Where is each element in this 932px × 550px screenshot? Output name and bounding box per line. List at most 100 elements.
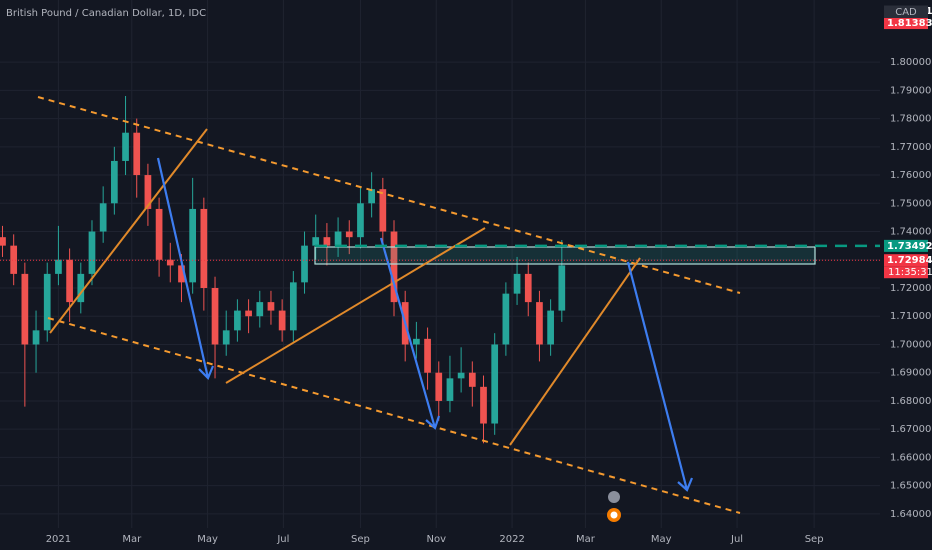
candle-body	[166, 259, 174, 266]
candle-body	[278, 310, 286, 331]
y-tick-label: 1.74000	[890, 227, 931, 238]
candle-body	[558, 265, 566, 311]
candle-body	[189, 208, 197, 283]
x-tick-label: 2021	[46, 534, 71, 545]
candle-body	[368, 189, 375, 204]
candle-body	[446, 378, 454, 401]
candle-body	[133, 132, 141, 176]
candle-body	[211, 288, 219, 345]
event-icon[interactable]	[608, 491, 620, 503]
trend-line	[225, 227, 486, 384]
candle-body	[55, 259, 62, 274]
candle-body	[66, 259, 73, 303]
event-icon-dot	[610, 511, 618, 519]
x-tick-label: May	[197, 534, 218, 545]
candle-body	[234, 310, 241, 331]
candle-body	[110, 160, 118, 204]
candle-body	[200, 208, 208, 288]
y-tick-label: 1.80000	[890, 57, 931, 68]
x-tick-label: Nov	[427, 534, 447, 545]
price-label-box	[884, 239, 928, 252]
price-label: 1.73492	[887, 241, 932, 252]
candle-body	[524, 273, 532, 303]
candle-body	[457, 372, 465, 379]
x-tick-label: Mar	[122, 534, 142, 545]
candle-body	[245, 310, 252, 317]
arrow	[626, 261, 694, 492]
candle-body	[345, 231, 353, 238]
candle-body	[323, 237, 331, 246]
x-tick-label: Mar	[576, 534, 596, 545]
candle-body	[390, 231, 398, 303]
price-label-box	[884, 17, 928, 30]
candle-body	[256, 302, 264, 317]
x-tick-label: Sep	[351, 534, 370, 545]
candle-body	[468, 372, 476, 387]
candle-body	[222, 330, 230, 345]
countdown-box	[884, 266, 928, 279]
y-tick-label: 1.78000	[890, 114, 931, 125]
currency: CAD	[895, 7, 917, 18]
candle-body	[357, 203, 364, 238]
x-tick-label: 2022	[499, 534, 524, 545]
y-tick-label: 1.77000	[890, 142, 931, 153]
candle-body	[301, 245, 308, 283]
y-tick-label: 1.72000	[890, 283, 931, 294]
candle-body	[10, 245, 18, 274]
channel-top	[37, 96, 741, 294]
candle-body	[480, 386, 487, 424]
y-tick-label: 1.64000	[890, 509, 931, 520]
x-tick-label: Jul	[276, 534, 289, 545]
candle-body	[379, 189, 387, 232]
y-tick-label: 1.67000	[890, 424, 931, 435]
arrows	[156, 157, 694, 492]
candle-body	[43, 273, 51, 331]
y-tick-label: 1.71000	[890, 311, 931, 322]
price-label: 1.81383	[887, 18, 932, 29]
y-tick-label: 1.68000	[890, 396, 931, 407]
candle-body	[21, 273, 29, 345]
candle-body	[413, 338, 420, 345]
arrow	[156, 157, 215, 380]
candle-body	[536, 302, 543, 345]
trend-line	[509, 257, 641, 446]
candle-body	[0, 237, 6, 246]
axes: 1.64000 1.65000 1.66000 1.67000 1.68000 1.690…	[46, 4, 932, 545]
candle-body	[32, 330, 40, 345]
candle-body	[289, 282, 297, 331]
resistance-zone	[314, 246, 816, 265]
candle-body	[99, 203, 107, 232]
y-tick-label: 1.65000	[890, 481, 931, 492]
y-tick-label: 1.70000	[890, 339, 931, 350]
candle-body	[122, 132, 129, 161]
candle-body	[502, 293, 510, 345]
candle-body	[178, 265, 185, 283]
chart-title: British Pound / Canadian Dollar, 1D, IDC	[6, 8, 206, 19]
candle-body	[312, 237, 320, 246]
candle-body	[547, 310, 554, 345]
candle-body	[155, 208, 163, 260]
arrow	[379, 237, 441, 430]
candle-body	[267, 302, 275, 311]
price-label-box	[884, 254, 928, 267]
y-tick-label: 1.66000	[890, 452, 931, 463]
x-tick-label: May	[651, 534, 672, 545]
y-tick-label: 1.76000	[890, 170, 931, 181]
y-tick-label: 1.75000	[890, 198, 931, 209]
y-tick-label: 1.79000	[890, 85, 931, 96]
candle-body	[334, 231, 342, 246]
candle-body	[491, 344, 499, 424]
price-label: 1.72984	[887, 255, 932, 266]
candle-body	[513, 273, 521, 294]
channel-bottom	[47, 317, 741, 514]
y-tick-label: 1.69000	[890, 368, 931, 379]
candle-body	[435, 372, 443, 401]
candle-body	[144, 175, 152, 209]
candle-body	[88, 231, 96, 274]
currency-box	[884, 6, 928, 18]
trend-line	[49, 128, 208, 334]
candle-body	[77, 273, 85, 303]
x-tick-label: Sep	[805, 534, 824, 545]
